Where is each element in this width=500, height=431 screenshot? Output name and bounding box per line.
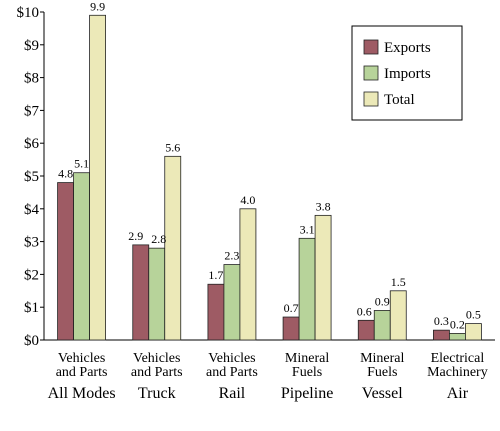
- data-label: 0.3: [434, 314, 449, 328]
- data-label: 4.8: [58, 167, 73, 181]
- x-category-label: Mineral: [360, 351, 404, 366]
- y-axis: $0 $1 $2 $3 $4 $5 $6 $7 $8 $9 $10: [17, 5, 495, 349]
- x-group-label: Air: [447, 385, 469, 402]
- x-category-label: Vehicles: [58, 351, 105, 366]
- y-tick-label: $7: [24, 103, 40, 119]
- bars: [57, 14, 482, 341]
- data-label: 4.0: [240, 193, 255, 207]
- x-category-label: Vehicles: [133, 351, 180, 366]
- y-tick-label: $0: [24, 333, 39, 349]
- x-category-label: Mineral: [285, 351, 329, 366]
- x-category-label: Vehicles: [208, 351, 255, 366]
- bar-exports: [282, 316, 300, 341]
- x-category-label: and Parts: [206, 365, 258, 380]
- data-label: 0.7: [284, 301, 299, 315]
- data-label: 1.5: [391, 275, 406, 289]
- bar-total: [164, 155, 182, 341]
- bar-total: [314, 214, 332, 341]
- bar-imports: [373, 310, 391, 341]
- legend-swatch-imports: [363, 65, 379, 81]
- y-tick-label: $3: [24, 235, 39, 251]
- bar-imports: [73, 172, 90, 341]
- bar-imports: [223, 264, 241, 341]
- x-group-label: Rail: [219, 385, 246, 402]
- bar-exports: [433, 329, 450, 341]
- bar-exports: [207, 283, 225, 341]
- data-label: 9.9: [90, 0, 105, 13]
- bar-imports: [449, 333, 466, 341]
- x-group-label: Vessel: [362, 385, 403, 402]
- legend: Exports Imports Total: [351, 25, 463, 121]
- x-category-label: Fuels: [367, 365, 397, 380]
- data-label: 5.1: [74, 157, 89, 171]
- legend-label: Exports: [384, 40, 431, 56]
- x-category-label: Machinery: [427, 365, 488, 380]
- bar-total: [389, 290, 407, 341]
- data-label: 2.8: [151, 232, 166, 246]
- y-tick-label: $9: [24, 38, 39, 54]
- data-label: 0.5: [466, 308, 481, 322]
- bar-imports: [148, 247, 166, 341]
- y-tick-label: $8: [24, 71, 39, 87]
- bar-exports: [357, 319, 375, 341]
- data-label: 2.9: [128, 229, 143, 243]
- bar-total: [465, 323, 482, 341]
- x-group-label: All Modes: [48, 385, 116, 402]
- x-group-label: Pipeline: [281, 385, 333, 402]
- data-label: 5.6: [165, 140, 180, 154]
- x-category-label: Fuels: [292, 365, 322, 380]
- bar-total: [239, 208, 257, 341]
- x-category-label: Electrical: [431, 351, 485, 366]
- y-tick-label: $4: [24, 202, 40, 218]
- bar-exports: [57, 182, 74, 341]
- data-label: 1.7: [208, 268, 223, 282]
- legend-swatch-total: [363, 91, 379, 107]
- y-tick-label: $10: [17, 5, 40, 21]
- y-tick-label: $6: [24, 136, 40, 152]
- bar-total: [89, 14, 106, 341]
- value-labels: 4.85.19.92.9 2.85.61.72.34.00.73.13.80.60…: [58, 0, 481, 331]
- y-tick-label: $2: [24, 267, 39, 283]
- x-category-label: and Parts: [56, 365, 108, 380]
- data-label: 0.6: [357, 304, 372, 318]
- data-label: 0.2: [450, 317, 465, 331]
- y-tick-label: $1: [24, 300, 39, 316]
- x-group-label: Truck: [138, 385, 176, 402]
- legend-label: Imports: [384, 66, 431, 82]
- data-label: 3.8: [316, 199, 331, 213]
- data-label: 2.3: [224, 249, 239, 263]
- data-label: 0.9: [375, 294, 390, 308]
- bar-exports: [132, 244, 150, 341]
- x-category-label: and Parts: [131, 365, 183, 380]
- bar-imports: [298, 237, 316, 341]
- legend-label: Total: [384, 92, 415, 108]
- y-tick-label: $5: [24, 169, 39, 185]
- data-label: 3.1: [300, 222, 315, 236]
- legend-swatch-exports: [363, 39, 379, 55]
